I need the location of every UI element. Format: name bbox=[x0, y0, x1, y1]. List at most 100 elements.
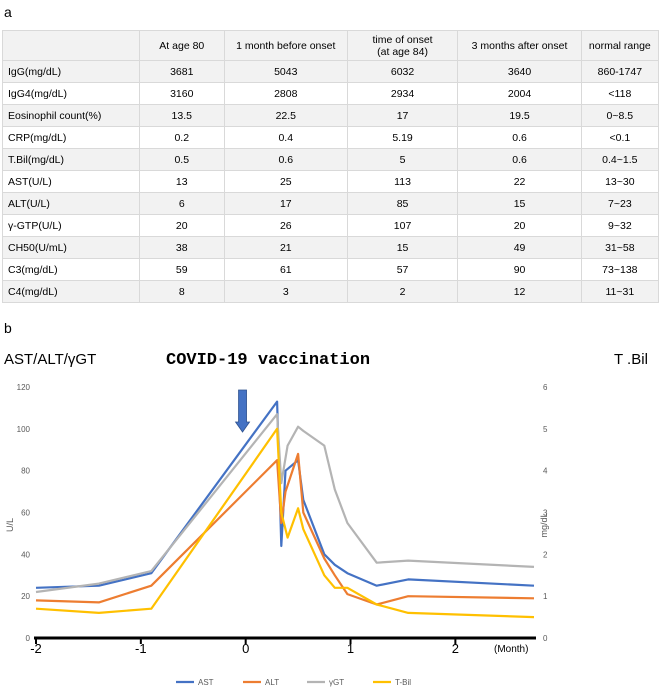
chart-svg: AST/ALT/γGT T .Bil COVID-19 vaccination … bbox=[4, 351, 648, 687]
table-row-label: T.Bil(mg/dL) bbox=[2, 148, 140, 171]
right-header: T .Bil bbox=[614, 351, 648, 368]
table-cell: 20 bbox=[138, 214, 225, 237]
table-cell: 3681 bbox=[138, 60, 225, 83]
table-cell: 8 bbox=[138, 280, 225, 303]
x-tick-label: -2 bbox=[30, 641, 42, 656]
table-row-label: ALT(U/L) bbox=[2, 192, 140, 215]
table-cell: 73~138 bbox=[580, 258, 660, 281]
table-header-cell: time of onset (at age 84) bbox=[346, 30, 459, 61]
chart-axes: 0 20 40 60 80 100 120 0 1 2 3 4 5 6 -2 -1 0 1 2 bbox=[17, 383, 548, 656]
table-row-label: IgG4(mg/dL) bbox=[2, 82, 140, 105]
panel-b-label: b bbox=[4, 320, 12, 336]
table-cell: 13 bbox=[138, 170, 225, 193]
y-tick-label: 60 bbox=[21, 509, 30, 518]
x-tick-label: -1 bbox=[135, 641, 147, 656]
panel-a-label: a bbox=[4, 4, 12, 20]
table-cell: 113 bbox=[346, 170, 459, 193]
table-header-text: At age 80 bbox=[159, 39, 205, 52]
table-cell: 25 bbox=[223, 170, 348, 193]
table-row: Eosinophil count(%) 13.5 22.5 17 19.5 0~8.5 bbox=[2, 104, 660, 127]
table-cell: 3160 bbox=[138, 82, 225, 105]
lab-table-body: IgG(mg/dL) 3681 5043 6032 3640 860-1747 IgG4(m… bbox=[2, 60, 660, 303]
table-cell: 11~31 bbox=[580, 280, 660, 303]
chart-legend: AST ALT γGT T-Bil bbox=[176, 678, 411, 687]
table-header-text: (at age 84) bbox=[377, 45, 428, 58]
legend-label: AST bbox=[198, 678, 214, 687]
table-cell: 90 bbox=[457, 258, 582, 281]
legend-label: ALT bbox=[265, 678, 279, 687]
table-cell: 15 bbox=[346, 236, 459, 259]
table-header-cell bbox=[2, 30, 140, 61]
table-cell: 19.5 bbox=[457, 104, 582, 127]
table-cell: 57 bbox=[346, 258, 459, 281]
y-tick-label: 20 bbox=[21, 592, 30, 601]
table-cell: 13.5 bbox=[138, 104, 225, 127]
table-row: γ-GTP(U/L) 20 26 107 20 9~32 bbox=[2, 214, 660, 237]
table-row: AST(U/L) 13 25 113 22 13~30 bbox=[2, 170, 660, 193]
y-tick-label: 100 bbox=[17, 425, 31, 434]
y-tick-label: 40 bbox=[21, 550, 30, 559]
table-header-cell: 1 month before onset bbox=[223, 30, 348, 61]
table-cell: 0.4~1.5 bbox=[580, 148, 660, 171]
table-cell: 12 bbox=[457, 280, 582, 303]
table-cell: 0.4 bbox=[223, 126, 348, 149]
series-line-tbil bbox=[35, 427, 535, 619]
table-cell: 59 bbox=[138, 258, 225, 281]
left-header: AST/ALT/γGT bbox=[4, 351, 96, 368]
table-row: CH50(U/mL) 38 21 15 49 31~58 bbox=[2, 236, 660, 259]
y-tick-label: 0 bbox=[26, 634, 31, 643]
table-header-text: time of onset bbox=[372, 33, 433, 46]
y-axis-label: U/L bbox=[5, 518, 15, 532]
table-header-text: 3 months after onset bbox=[471, 39, 568, 52]
table-cell: 6 bbox=[138, 192, 225, 215]
x-tick-label: 1 bbox=[347, 641, 354, 656]
table-cell: 9~32 bbox=[580, 214, 660, 237]
table-row: IgG(mg/dL) 3681 5043 6032 3640 860-1747 bbox=[2, 60, 660, 83]
legend-label: T-Bil bbox=[395, 678, 411, 687]
table-cell: 5043 bbox=[223, 60, 348, 83]
y2-tick-label: 5 bbox=[543, 425, 548, 434]
x-tick-label: 2 bbox=[452, 641, 459, 656]
table-row: IgG4(mg/dL) 3160 2808 2934 2004 <118 bbox=[2, 82, 660, 105]
table-cell: 5.19 bbox=[346, 126, 459, 149]
table-header-text: 1 month before onset bbox=[236, 39, 336, 52]
table-cell: 0.5 bbox=[138, 148, 225, 171]
table-cell: 22 bbox=[457, 170, 582, 193]
table-cell: 0.6 bbox=[457, 126, 582, 149]
y2-tick-label: 4 bbox=[543, 467, 548, 476]
table-cell: 49 bbox=[457, 236, 582, 259]
table-row-label: CH50(U/mL) bbox=[2, 236, 140, 259]
vaccination-annotation: COVID-19 vaccination bbox=[166, 351, 370, 370]
table-row-label: Eosinophil count(%) bbox=[2, 104, 140, 127]
table-cell: 38 bbox=[138, 236, 225, 259]
table-cell: 22.5 bbox=[223, 104, 348, 127]
y2-tick-label: 3 bbox=[543, 509, 548, 518]
table-cell: 0.6 bbox=[457, 148, 582, 171]
y2-tick-label: 0 bbox=[543, 634, 548, 643]
table-cell: 7~23 bbox=[580, 192, 660, 215]
chart-series bbox=[35, 400, 535, 619]
table-row-label: AST(U/L) bbox=[2, 170, 140, 193]
vaccination-arrow-shape bbox=[234, 389, 251, 433]
table-row: ALT(U/L) 6 17 85 15 7~23 bbox=[2, 192, 660, 215]
y2-tick-label: 1 bbox=[543, 592, 548, 601]
table-cell: 2 bbox=[346, 280, 459, 303]
table-cell: 17 bbox=[223, 192, 348, 215]
table-cell: 61 bbox=[223, 258, 348, 281]
table-row-label: C3(mg/dL) bbox=[2, 258, 140, 281]
legend-label: γGT bbox=[329, 678, 344, 687]
table-row: CRP(mg/dL) 0.2 0.4 5.19 0.6 <0.1 bbox=[2, 126, 660, 149]
table-cell: 31~58 bbox=[580, 236, 660, 259]
table-row-label: C4(mg/dL) bbox=[2, 280, 140, 303]
liver-function-chart: AST/ALT/γGT T .Bil COVID-19 vaccination … bbox=[0, 340, 661, 695]
y-tick-label: 80 bbox=[21, 467, 30, 476]
series-line-gt bbox=[35, 413, 535, 594]
table-cell: 3 bbox=[223, 280, 348, 303]
table-row: C4(mg/dL) 8 3 2 12 11~31 bbox=[2, 280, 660, 303]
y2-axis-label: mg/dL bbox=[539, 512, 549, 537]
table-cell: <0.1 bbox=[580, 126, 660, 149]
table-cell: 26 bbox=[223, 214, 348, 237]
y2-tick-label: 6 bbox=[543, 383, 548, 392]
table-cell: 15 bbox=[457, 192, 582, 215]
x-axis-title: (Month) bbox=[494, 644, 528, 655]
